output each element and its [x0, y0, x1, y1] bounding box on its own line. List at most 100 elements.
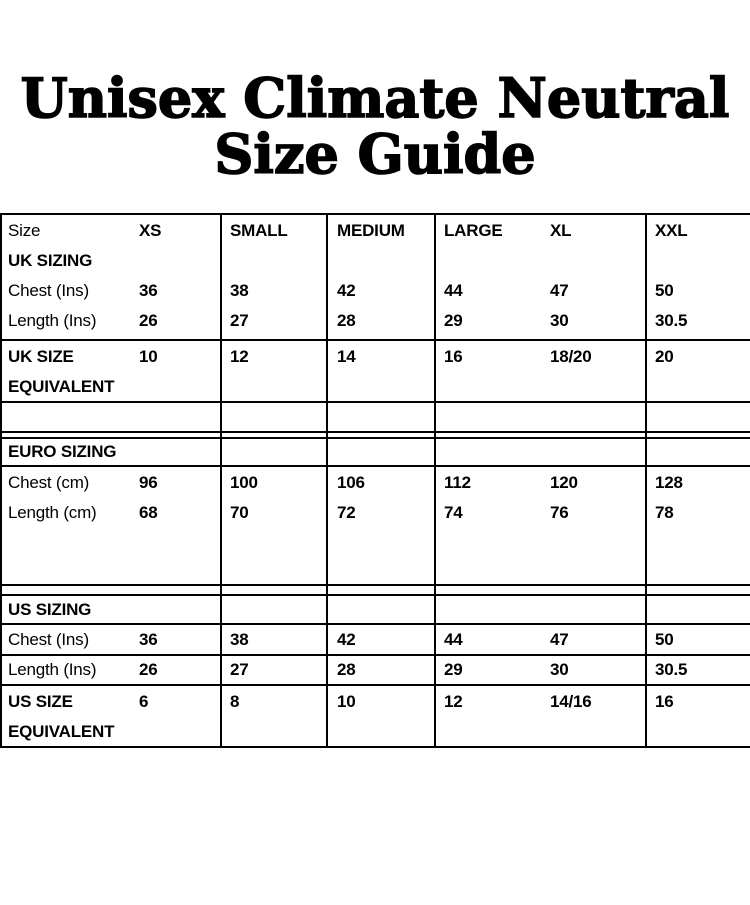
uk-length-xs: 26 — [139, 311, 158, 330]
euro-length-xl: 76 — [550, 503, 569, 522]
us-chest-large: 44 — [444, 629, 463, 649]
uk-length-xl: 30 — [550, 311, 569, 330]
us-equivalent-small: 8 — [230, 692, 240, 711]
col-header-xxl: XXL — [655, 221, 688, 240]
us-chest-medium: 42 — [337, 629, 356, 649]
euro-chest-large: 112 — [444, 473, 471, 492]
uk-equivalent-xs: 10 — [139, 347, 158, 366]
euro-length-xxl: 78 — [655, 503, 674, 522]
us-equivalent-label-line1: US SIZE — [8, 692, 73, 711]
uk-equivalent-small: 12 — [230, 347, 249, 366]
uk-chest-small: 38 — [230, 281, 249, 300]
euro-sizing-title-band: EURO SIZING — [0, 439, 750, 467]
page-title-line1: Unisex Climate Neutral — [20, 66, 730, 130]
column-divider-2 — [326, 215, 328, 746]
us-length-small: 27 — [230, 660, 249, 679]
euro-chest-xs: 96 — [139, 473, 158, 492]
col-header-small: SMALL — [230, 221, 288, 240]
us-equivalent-xxl: 16 — [655, 692, 674, 711]
euro-length-label: Length (cm) — [8, 503, 97, 522]
euro-sizing-section-label: EURO SIZING — [8, 442, 117, 461]
col-header-xl: XL — [550, 221, 572, 240]
uk-equivalent-xxl: 20 — [655, 347, 674, 366]
uk-chest-label: Chest (Ins) — [8, 281, 89, 300]
uk-length-medium: 28 — [337, 311, 356, 330]
us-length-large: 29 — [444, 660, 463, 679]
us-length-label: Length (Ins) — [8, 660, 97, 679]
size-guide-table: Size XS SMALL MEDIUM LARGE XL XXL UK SIZ… — [0, 213, 750, 748]
euro-length-row: Length (cm) 68 70 72 74 76 78 — [0, 498, 750, 528]
column-divider-4 — [645, 215, 647, 746]
uk-length-large: 29 — [444, 311, 463, 330]
us-size-equivalent-band: US SIZE 6 8 10 12 14/16 16 EQUIVALENT — [0, 686, 750, 746]
uk-equivalent-row: UK SIZE 10 12 14 16 18/20 20 — [0, 342, 750, 372]
uk-equivalent-large: 16 — [444, 347, 463, 366]
us-equivalent-row: US SIZE 6 8 10 12 14/16 16 — [0, 687, 750, 717]
uk-chest-medium: 42 — [337, 281, 356, 300]
us-chest-xxl: 50 — [655, 629, 674, 649]
col-header-large: LARGE — [444, 221, 503, 240]
euro-length-small: 70 — [230, 503, 249, 522]
euro-length-xs: 68 — [139, 503, 158, 522]
us-equivalent-label-row2: EQUIVALENT — [0, 717, 750, 746]
us-equivalent-large: 12 — [444, 692, 463, 711]
us-length-xs: 26 — [139, 660, 158, 679]
size-header-row: Size XS SMALL MEDIUM LARGE XL XXL — [0, 216, 750, 246]
us-length-band: Length (Ins) 26 27 28 29 30 30.5 — [0, 656, 750, 686]
column-divider-3 — [434, 215, 436, 746]
uk-equivalent-medium: 14 — [337, 347, 356, 366]
col-header-xs: XS — [139, 221, 162, 240]
uk-length-row: Length (Ins) 26 27 28 29 30 30.5 — [0, 306, 750, 336]
us-equivalent-label-line2: EQUIVALENT — [8, 722, 115, 741]
us-chest-xs: 36 — [139, 629, 158, 649]
page-title: Unisex Climate Neutral Size Guide — [0, 69, 750, 183]
euro-chest-row: Chest (cm) 96 100 106 112 120 128 — [0, 468, 750, 498]
us-chest-xl: 47 — [550, 629, 569, 649]
uk-chest-xxl: 50 — [655, 281, 674, 300]
us-sizing-title-row: US SIZING — [0, 596, 750, 623]
uk-size-equivalent-band: UK SIZE 10 12 14 16 18/20 20 EQUIVALENT — [0, 341, 750, 403]
uk-equivalent-label-line1: UK SIZE — [8, 347, 74, 366]
size-header-label: Size — [8, 221, 41, 240]
us-chest-small: 38 — [230, 629, 249, 649]
euro-length-large: 74 — [444, 503, 463, 522]
uk-equivalent-label-row2: EQUIVALENT — [0, 372, 750, 401]
table-left-border — [0, 215, 2, 746]
column-divider-1 — [220, 215, 222, 746]
us-chest-band: Chest (Ins) 36 38 42 44 47 50 — [0, 625, 750, 656]
page-title-line2: Size Guide — [214, 122, 537, 186]
us-length-xl: 30 — [550, 660, 569, 679]
empty-row — [0, 403, 750, 433]
us-sizing-title-band: US SIZING — [0, 596, 750, 625]
euro-chest-medium: 106 — [337, 473, 365, 492]
uk-sizing-band: Size XS SMALL MEDIUM LARGE XL XXL UK SIZ… — [0, 215, 750, 341]
uk-chest-xl: 47 — [550, 281, 569, 300]
us-equivalent-xs: 6 — [139, 692, 149, 711]
us-equivalent-xl: 14/16 — [550, 692, 592, 711]
uk-length-xxl: 30.5 — [655, 311, 688, 330]
euro-sizing-band: Chest (cm) 96 100 106 112 120 128 Length… — [0, 467, 750, 586]
col-header-medium: MEDIUM — [337, 221, 405, 240]
uk-equivalent-label-line2: EQUIVALENT — [8, 377, 115, 396]
euro-sizing-title-row: EURO SIZING — [0, 439, 750, 465]
us-length-row: Length (Ins) 26 27 28 29 30 30.5 — [0, 656, 750, 684]
uk-length-small: 27 — [230, 311, 249, 330]
us-chest-row: Chest (Ins) 36 38 42 44 47 50 — [0, 625, 750, 654]
euro-chest-xl: 120 — [550, 473, 578, 492]
uk-equivalent-xl: 18/20 — [550, 347, 592, 366]
narrow-spacer-row — [0, 433, 750, 439]
uk-chest-xs: 36 — [139, 281, 158, 300]
uk-chest-row: Chest (Ins) 36 38 42 44 47 50 — [0, 276, 750, 306]
us-length-xxl: 30.5 — [655, 660, 688, 679]
uk-sizing-section-label: UK SIZING — [8, 251, 93, 270]
us-sizing-section-label: US SIZING — [8, 599, 92, 619]
uk-chest-large: 44 — [444, 281, 463, 300]
euro-chest-xxl: 128 — [655, 473, 683, 492]
euro-length-medium: 72 — [337, 503, 356, 522]
uk-length-label: Length (Ins) — [8, 311, 97, 330]
us-equivalent-medium: 10 — [337, 692, 356, 711]
us-chest-label: Chest (Ins) — [8, 629, 89, 649]
euro-chest-small: 100 — [230, 473, 258, 492]
us-length-medium: 28 — [337, 660, 356, 679]
